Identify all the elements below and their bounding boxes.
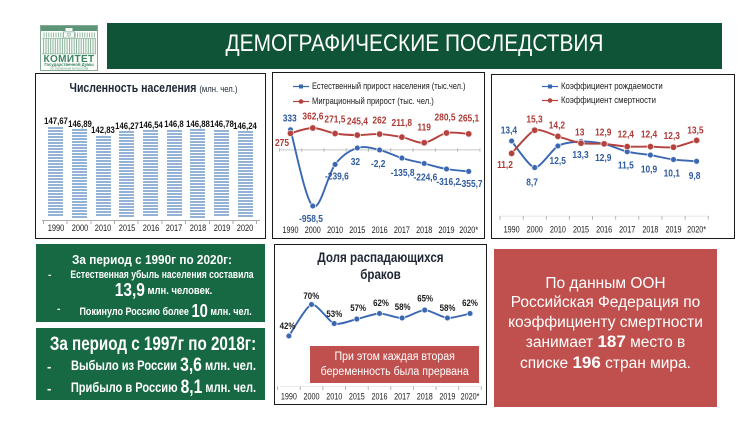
svg-text:2016: 2016 — [596, 223, 612, 234]
svg-text:-239,6: -239,6 — [325, 171, 349, 182]
svg-text:8,7: 8,7 — [526, 177, 538, 188]
svg-text:65%: 65% — [417, 293, 433, 304]
svg-text:12,4: 12,4 — [641, 129, 658, 140]
svg-text:62%: 62% — [373, 297, 389, 308]
svg-text:2000: 2000 — [304, 392, 320, 402]
svg-text:по аграрным вопросам: по аграрным вопросам — [50, 67, 89, 71]
svg-text:-224,6: -224,6 — [414, 172, 438, 183]
svg-text:12,4: 12,4 — [618, 129, 635, 140]
svg-text:2019: 2019 — [665, 223, 681, 234]
svg-text:53%: 53% — [326, 309, 342, 320]
svg-text:10,1: 10,1 — [664, 168, 680, 179]
svg-text:262: 262 — [372, 115, 386, 126]
svg-text:57%: 57% — [350, 303, 366, 314]
svg-text:2020*: 2020* — [459, 224, 478, 235]
svg-text:2018: 2018 — [642, 223, 658, 234]
svg-text:12,9: 12,9 — [595, 152, 611, 163]
svg-text:2015: 2015 — [349, 392, 365, 402]
svg-text:2020*: 2020* — [461, 392, 481, 402]
svg-text:1990: 1990 — [282, 224, 298, 235]
svg-text:2017: 2017 — [394, 224, 410, 235]
svg-text:15,3: 15,3 — [526, 114, 542, 125]
svg-text:КОМИТЕТ: КОМИТЕТ — [43, 54, 94, 65]
svg-text:14,2: 14,2 — [549, 120, 565, 131]
svg-text:58%: 58% — [440, 303, 456, 314]
svg-text:12,3: 12,3 — [664, 131, 680, 142]
svg-text:13,3: 13,3 — [572, 149, 588, 160]
svg-text:362,6: 362,6 — [302, 111, 323, 122]
svg-text:12,5: 12,5 — [550, 155, 566, 166]
svg-text:2018: 2018 — [416, 224, 432, 235]
svg-text:-135,8: -135,8 — [391, 167, 415, 178]
svg-text:-316,2: -316,2 — [436, 177, 460, 188]
svg-text:58%: 58% — [395, 301, 411, 312]
svg-text:32: 32 — [351, 156, 360, 167]
svg-text:2015: 2015 — [573, 223, 589, 234]
svg-text:11,5: 11,5 — [618, 160, 634, 171]
svg-text:-355,7: -355,7 — [459, 178, 483, 189]
svg-text:275: 275 — [275, 138, 289, 149]
svg-text:9,8: 9,8 — [689, 170, 701, 181]
svg-text:119: 119 — [417, 122, 431, 133]
svg-text:2015: 2015 — [349, 224, 365, 235]
svg-text:13,5: 13,5 — [687, 125, 703, 136]
svg-text:333: 333 — [283, 113, 297, 124]
svg-text:280,5: 280,5 — [435, 112, 456, 123]
svg-text:245,4: 245,4 — [347, 116, 369, 127]
svg-text:2010: 2010 — [326, 392, 342, 402]
svg-text:2016: 2016 — [372, 392, 388, 402]
svg-text:Государственной Думы: Государственной Думы — [44, 62, 94, 67]
svg-text:2010: 2010 — [550, 223, 566, 234]
svg-text:2010: 2010 — [327, 224, 343, 235]
svg-text:211,8: 211,8 — [392, 117, 413, 128]
svg-text:1990: 1990 — [504, 223, 520, 234]
svg-text:2020*: 2020* — [687, 223, 706, 234]
svg-text:12,9: 12,9 — [595, 127, 611, 138]
svg-text:1990: 1990 — [281, 392, 297, 402]
svg-text:2018: 2018 — [417, 392, 433, 402]
svg-text:265,1: 265,1 — [458, 113, 479, 124]
svg-text:11,2: 11,2 — [497, 159, 513, 170]
svg-text:2019: 2019 — [438, 224, 454, 235]
svg-text:2000: 2000 — [527, 223, 543, 234]
svg-text:42%: 42% — [280, 321, 296, 332]
svg-text:62%: 62% — [462, 297, 478, 308]
svg-text:2017: 2017 — [619, 223, 635, 234]
svg-text:-958,5: -958,5 — [299, 214, 323, 225]
svg-text:2000: 2000 — [305, 224, 321, 235]
svg-text:13,4: 13,4 — [501, 125, 518, 136]
svg-text:2019: 2019 — [439, 392, 455, 402]
svg-text:10,9: 10,9 — [641, 164, 657, 175]
svg-text:70%: 70% — [303, 291, 319, 302]
svg-text:-2,2: -2,2 — [371, 158, 385, 169]
svg-text:2016: 2016 — [372, 224, 388, 235]
svg-text:2017: 2017 — [394, 392, 410, 402]
svg-text:271,5: 271,5 — [324, 114, 345, 125]
svg-text:13: 13 — [575, 127, 584, 138]
